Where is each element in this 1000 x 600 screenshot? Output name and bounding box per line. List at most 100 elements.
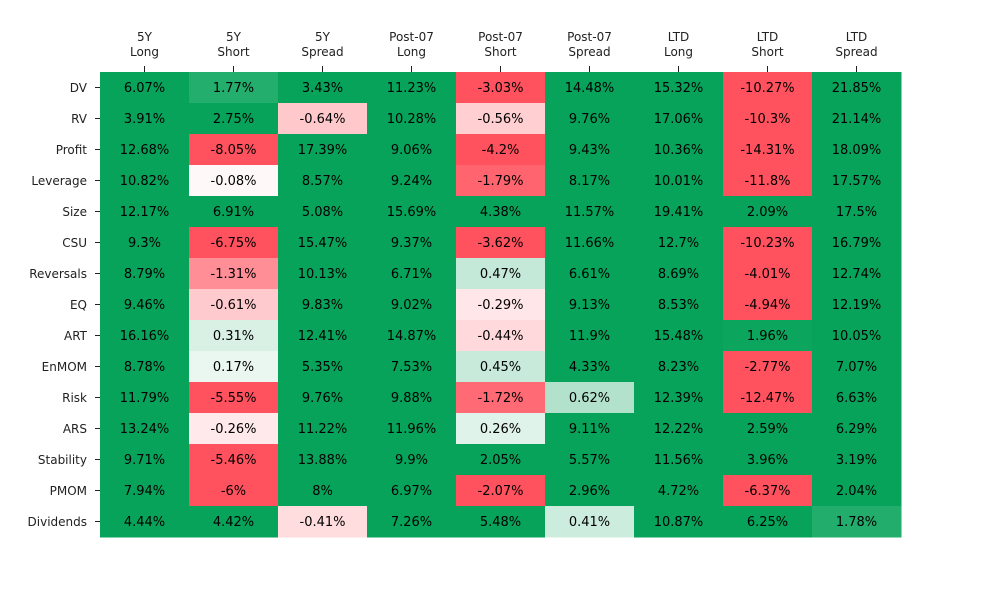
- row-tick-label: Size: [62, 205, 87, 219]
- heatmap-cell: [100, 413, 190, 445]
- heatmap-cell: [189, 506, 279, 538]
- cell-value-label: 10.05%: [832, 329, 882, 344]
- heatmap-cell: [100, 289, 190, 321]
- cell-value-label: 6.97%: [391, 484, 432, 499]
- heatmap-cell: [100, 227, 190, 259]
- heatmap-cell: [367, 258, 457, 290]
- cell-value-label: 8%: [312, 484, 333, 499]
- cell-value-label: 9.88%: [391, 391, 432, 406]
- cell-value-label: -1.31%: [211, 267, 257, 282]
- heatmap-cell: [100, 165, 190, 197]
- row-tick-label: PMOM: [50, 484, 87, 498]
- heatmap-cell: [634, 382, 724, 414]
- heatmap-cell: [278, 351, 368, 383]
- cell-value-label: 5.57%: [569, 453, 610, 468]
- column-tick-label: LTD: [668, 30, 690, 44]
- heatmap-cell: [100, 444, 190, 476]
- cell-value-label: 14.48%: [565, 81, 615, 96]
- cell-value-label: 1.78%: [836, 515, 877, 530]
- heatmap-cell: [278, 320, 368, 352]
- cell-value-label: 5.48%: [480, 515, 521, 530]
- heatmap-cell: [100, 506, 190, 538]
- cell-value-label: -6.37%: [745, 484, 791, 499]
- cell-value-label: 9.76%: [302, 391, 343, 406]
- heatmap-cell: [545, 351, 635, 383]
- column-tick-label: Short: [217, 45, 249, 59]
- heatmap-cell: [189, 196, 279, 228]
- cell-value-label: 6.71%: [391, 267, 432, 282]
- heatmap-cell: [545, 444, 635, 476]
- heatmap-cell: [723, 134, 813, 166]
- cell-value-label: 6.63%: [836, 391, 877, 406]
- cell-value-label: 2.05%: [480, 453, 521, 468]
- cell-value-label: 8.69%: [658, 267, 699, 282]
- cell-value-label: 8.79%: [124, 267, 165, 282]
- heatmap-cell: [812, 289, 902, 321]
- column-tick-label: 5Y: [226, 30, 242, 44]
- column-tick-label: Post-07: [567, 30, 612, 44]
- heatmap-cell: [634, 444, 724, 476]
- cell-value-label: 2.59%: [747, 422, 788, 437]
- heatmap-cell: [456, 258, 546, 290]
- row-tick-label: RV: [71, 112, 88, 126]
- cell-value-label: 9.43%: [569, 143, 610, 158]
- heatmap-cell: [278, 227, 368, 259]
- heatmap-cell: [456, 382, 546, 414]
- cell-value-label: 6.25%: [747, 515, 788, 530]
- cell-value-label: 7.26%: [391, 515, 432, 530]
- heatmap-cell: [634, 258, 724, 290]
- cell-value-label: 9.37%: [391, 236, 432, 251]
- heatmap-cell: [634, 413, 724, 445]
- heatmap-cell: [456, 351, 546, 383]
- cell-value-label: -0.41%: [300, 515, 346, 530]
- row-tick-label: ART: [64, 329, 88, 343]
- cell-value-label: -4.94%: [745, 298, 791, 313]
- heatmap-cell: [189, 382, 279, 414]
- cell-value-label: 7.53%: [391, 360, 432, 375]
- cell-value-label: 4.33%: [569, 360, 610, 375]
- cell-value-label: 7.94%: [124, 484, 165, 499]
- heatmap-cell: [634, 475, 724, 507]
- heatmap-cell: [278, 475, 368, 507]
- heatmap-cell: [812, 475, 902, 507]
- cell-value-label: 17.06%: [654, 112, 704, 127]
- cell-value-label: 11.23%: [387, 81, 437, 96]
- heatmap-cell: [367, 165, 457, 197]
- heatmap-cell: [367, 506, 457, 538]
- heatmap-cell: [367, 196, 457, 228]
- heatmap-cell: [723, 165, 813, 197]
- cell-value-label: -4.01%: [745, 267, 791, 282]
- heatmap-cell: [634, 103, 724, 135]
- cell-value-label: 10.28%: [387, 112, 437, 127]
- heatmap-cell: [634, 227, 724, 259]
- heatmap-cell: [278, 413, 368, 445]
- row-tick-label: Reversals: [29, 267, 87, 281]
- heatmap-cell: [456, 227, 546, 259]
- cell-value-label: 12.17%: [120, 205, 170, 220]
- cell-value-label: 5.35%: [302, 360, 343, 375]
- heatmap-cell: [812, 351, 902, 383]
- heatmap-cell: [456, 72, 546, 104]
- heatmap-cell: [367, 134, 457, 166]
- heatmap-cell: [723, 227, 813, 259]
- heatmap-cell: [100, 196, 190, 228]
- cell-value-label: 11.22%: [298, 422, 348, 437]
- cell-value-label: 12.74%: [832, 267, 882, 282]
- cell-value-label: -4.2%: [482, 143, 520, 158]
- cell-value-label: 8.78%: [124, 360, 165, 375]
- column-tick-label: Spread: [568, 45, 610, 59]
- cell-value-label: -0.08%: [211, 174, 257, 189]
- heatmap-cell: [189, 289, 279, 321]
- heatmap-cell: [723, 320, 813, 352]
- heatmap-cell: [545, 134, 635, 166]
- heatmap-cell: [278, 382, 368, 414]
- cell-value-label: 17.5%: [836, 205, 877, 220]
- heatmap-cell: [456, 444, 546, 476]
- cell-value-label: 11.79%: [120, 391, 170, 406]
- cell-value-label: -3.03%: [478, 81, 524, 96]
- heatmap-cell: [456, 196, 546, 228]
- heatmap-cell: [100, 475, 190, 507]
- heatmap-cell: [634, 196, 724, 228]
- heatmap-cell: [723, 103, 813, 135]
